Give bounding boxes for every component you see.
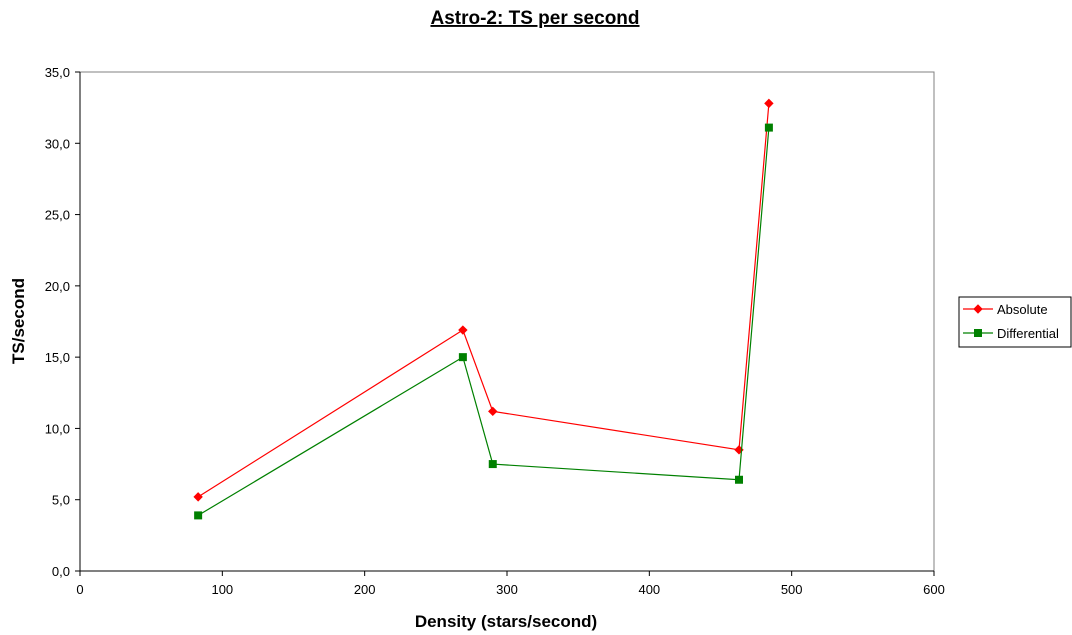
x-tick-label: 200 — [354, 582, 376, 597]
data-point-absolute — [488, 406, 498, 417]
legend-marker-differential — [974, 329, 982, 337]
y-axis-ticks: 0,0 5,0 10,0 15,0 20,0 25,0 30,0 35,0 — [45, 65, 80, 579]
data-point-differential — [458, 353, 467, 362]
data-point-absolute — [458, 325, 468, 335]
x-tick-label: 400 — [638, 582, 660, 597]
y-tick-label: 15,0 — [45, 350, 70, 365]
legend-items: Absolute Differential — [963, 302, 1059, 341]
data-point-differential — [735, 475, 744, 484]
y-tick-label: 30,0 — [45, 136, 70, 151]
y-tick-label: 25,0 — [45, 208, 70, 223]
x-axis-ticks: 0 100 200 300 400 500 600 — [76, 571, 945, 597]
data-point-differential — [764, 123, 773, 132]
y-tick-label: 35,0 — [45, 65, 70, 80]
legend-label-differential: Differential — [997, 326, 1059, 341]
legend-marker-absolute — [973, 304, 983, 314]
data-point-differential — [488, 460, 497, 469]
plot-area — [79, 71, 935, 572]
data-point-absolute — [764, 98, 774, 109]
x-axis-title: Density (stars/second) — [415, 612, 597, 631]
x-tick-label: 600 — [923, 582, 945, 597]
x-tick-label: 100 — [211, 582, 233, 597]
x-tick-label: 500 — [781, 582, 803, 597]
y-tick-label: 5,0 — [52, 493, 70, 508]
x-tick-label: 300 — [496, 582, 518, 597]
y-tick-label: 20,0 — [45, 279, 70, 294]
x-tick-label: 0 — [76, 582, 83, 597]
data-point-absolute — [193, 492, 203, 502]
chart-title: Astro-2: TS per second — [430, 8, 639, 29]
series-line-absolute — [197, 103, 770, 498]
data-point-differential — [194, 511, 203, 520]
y-tick-label: 10,0 — [45, 421, 70, 436]
legend-label-absolute: Absolute — [997, 302, 1048, 317]
legend: Absolute Differential — [958, 296, 1072, 348]
y-tick-label: 0,0 — [52, 564, 70, 579]
series-group — [193, 98, 774, 520]
y-axis-title: TS/second — [9, 278, 28, 364]
series-line-differential — [197, 127, 770, 516]
